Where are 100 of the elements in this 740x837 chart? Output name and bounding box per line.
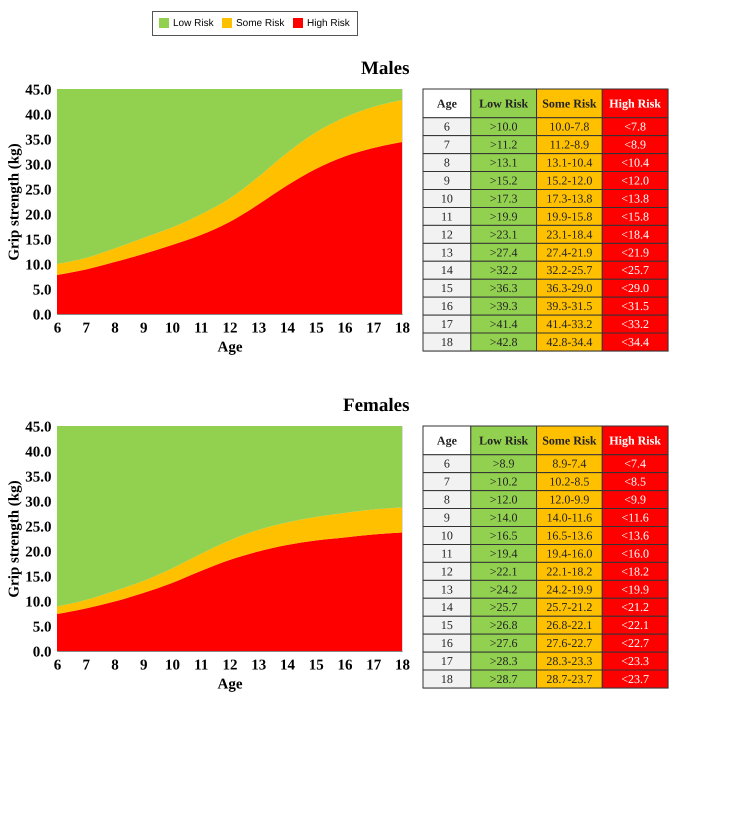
- x-tick-label: 12: [222, 658, 238, 674]
- text: 8.9-7.4: [552, 456, 586, 471]
- y-axis-title: Grip strength (kg): [6, 143, 22, 261]
- legend-label: Low Risk: [173, 18, 215, 29]
- text: 7: [444, 474, 450, 489]
- x-axis-title: Age: [218, 676, 243, 692]
- text: 39.3-31.5: [546, 299, 592, 314]
- x-tick-label: 8: [111, 658, 119, 674]
- y-tick-label: 40.0: [25, 108, 52, 124]
- text: High Risk: [609, 433, 662, 448]
- y-tick-label: 30.0: [25, 494, 52, 510]
- text: >24.2: [490, 582, 518, 596]
- text: <7.4: [624, 456, 646, 471]
- text: 16: [440, 299, 453, 314]
- text: 13.1-10.4: [546, 156, 592, 170]
- text: 13: [440, 245, 453, 260]
- text: 26.8-22.1: [546, 618, 592, 632]
- text: 11: [441, 546, 453, 560]
- text: 19.4-16.0: [546, 546, 592, 560]
- text: >11.2: [490, 138, 518, 152]
- x-tick-label: 17: [366, 320, 382, 336]
- text: <31.5: [621, 299, 650, 314]
- x-tick-label: 11: [194, 658, 208, 674]
- text: >19.4: [490, 546, 518, 560]
- x-tick-label: 8: [111, 320, 119, 336]
- y-tick-label: 45.0: [25, 420, 52, 436]
- text: 6: [444, 120, 450, 134]
- x-tick-label: 18: [395, 320, 410, 336]
- text: >41.4: [490, 317, 518, 332]
- text: 14: [440, 263, 453, 278]
- x-tick-label: 13: [251, 320, 266, 336]
- text: 28.3-23.3: [546, 654, 592, 668]
- text: <16.0: [621, 546, 650, 560]
- x-tick-label: 16: [338, 658, 353, 674]
- text: 32.2-25.7: [546, 263, 592, 278]
- y-tick-label: 25.0: [25, 182, 52, 198]
- text: >14.0: [490, 510, 518, 525]
- text: High Risk: [609, 96, 662, 110]
- y-tick-label: 25.0: [25, 520, 52, 536]
- text: Some Risk: [542, 433, 597, 448]
- text: 22.1-18.2: [546, 564, 592, 578]
- text: <15.8: [621, 209, 650, 224]
- text: 18: [440, 335, 453, 350]
- text: <23.3: [621, 654, 650, 668]
- text: <8.5: [624, 474, 646, 489]
- text: 10.0-7.8: [549, 120, 590, 134]
- text: 9: [444, 510, 450, 525]
- text: 8: [444, 492, 450, 507]
- text: 23.1-18.4: [546, 227, 592, 242]
- y-tick-label: 0.0: [32, 644, 52, 660]
- text: 7: [444, 138, 450, 152]
- text: 42.8-34.4: [546, 335, 592, 350]
- text: >17.3: [490, 191, 518, 206]
- text: 19.9-15.8: [546, 209, 592, 224]
- x-tick-label: 13: [251, 658, 266, 674]
- text: >23.1: [490, 227, 518, 242]
- text: 25.7-21.2: [546, 600, 592, 614]
- text: >22.1: [490, 564, 518, 578]
- text: >25.7: [490, 600, 518, 614]
- y-tick-label: 10.0: [25, 594, 52, 610]
- x-tick-label: 7: [82, 320, 90, 336]
- text: >27.6: [490, 636, 518, 650]
- y-tick-label: 5.0: [32, 282, 52, 298]
- text: Age: [436, 433, 458, 448]
- x-tick-label: 16: [338, 320, 353, 336]
- text: >10.0: [490, 120, 518, 134]
- text: <25.7: [621, 263, 650, 278]
- x-tick-label: 14: [280, 658, 296, 674]
- text: 11.2-8.9: [550, 138, 590, 152]
- text: 14: [440, 600, 453, 614]
- x-tick-label: 17: [366, 658, 382, 674]
- text: <29.0: [621, 281, 650, 296]
- x-axis-title: Age: [218, 340, 243, 356]
- y-tick-label: 20.0: [25, 544, 52, 560]
- text: >42.8: [490, 335, 518, 350]
- text: 6: [444, 456, 450, 471]
- text: <19.9: [621, 582, 650, 596]
- text: >27.4: [490, 245, 518, 260]
- text: Some Risk: [542, 96, 597, 110]
- x-tick-label: 12: [222, 320, 238, 336]
- text: <11.6: [621, 510, 649, 525]
- text: >28.3: [490, 654, 518, 668]
- text: 12: [440, 227, 453, 242]
- text: 27.6-22.7: [546, 636, 592, 650]
- text: 36.3-29.0: [546, 281, 592, 296]
- y-tick-label: 15.0: [25, 570, 52, 586]
- text: 28.7-23.7: [546, 672, 592, 686]
- text: <21.9: [621, 245, 650, 260]
- x-tick-label: 18: [395, 658, 410, 674]
- y-tick-label: 30.0: [25, 158, 52, 174]
- text: <9.9: [624, 492, 646, 507]
- legend-label: Some Risk: [236, 18, 286, 29]
- x-tick-label: 6: [54, 320, 62, 336]
- text: <13.6: [621, 528, 650, 542]
- text: <21.2: [621, 600, 650, 614]
- x-tick-label: 10: [165, 320, 180, 336]
- text: <12.0: [621, 174, 650, 188]
- text: >16.5: [490, 528, 518, 542]
- text: <8.9: [624, 138, 646, 152]
- text: >32.2: [490, 263, 518, 278]
